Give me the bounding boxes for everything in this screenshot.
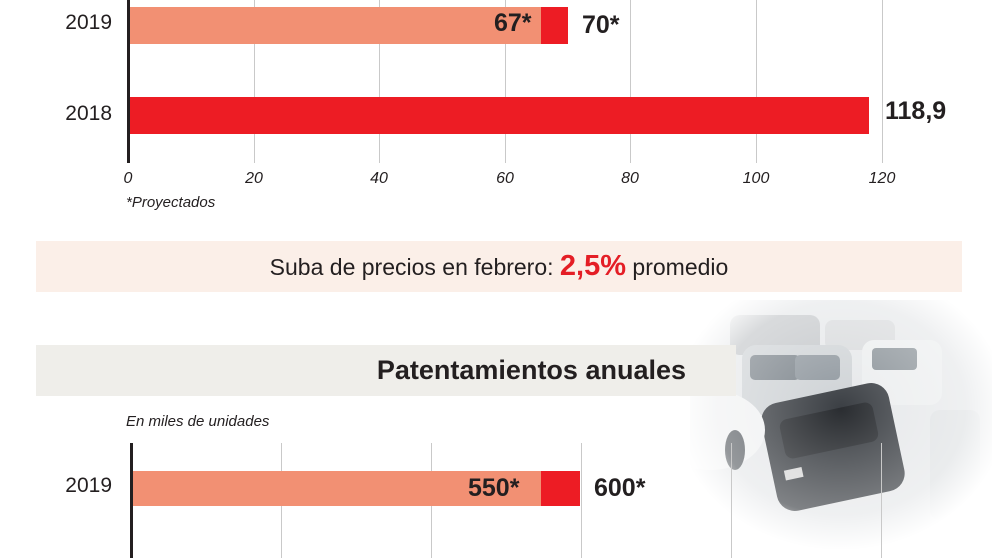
value-label-2019-total: 70* (582, 11, 620, 39)
x-tick-20: 20 (245, 170, 263, 187)
chart-title-patentamientos: Patentamientos anuales (376, 355, 686, 385)
gridline-4 (731, 443, 732, 558)
bar-2019-projected (130, 7, 541, 44)
chart-subtitle-units: En miles de unidades (126, 413, 270, 430)
gridline-3 (581, 443, 582, 558)
value-label-2019-projected: 67* (494, 9, 532, 37)
title-band (36, 345, 736, 396)
cars-parking-illustration (690, 300, 992, 558)
x-tick-40: 40 (370, 170, 388, 187)
x-tick-100: 100 (742, 170, 770, 187)
gridline-100 (756, 0, 757, 163)
gridline-40 (379, 0, 380, 163)
bar-2019-patentamientos-increment (541, 471, 580, 506)
bar-2018-total (130, 97, 869, 134)
banner-highlight-value: 2,5% (559, 250, 627, 282)
gridline-60 (505, 0, 506, 163)
price-increase-banner: Suba de precios en febrero: 2,5% promedi… (36, 241, 962, 292)
banner-prefix: Suba de precios en febrero: (269, 254, 560, 280)
x-tick-120: 120 (868, 170, 896, 187)
value-label-550: 550* (468, 474, 520, 502)
x-tick-0: 0 (123, 170, 133, 187)
footnote-proyectados: *Proyectados (126, 194, 216, 211)
cars-photo (690, 300, 992, 558)
value-label-600: 600* (594, 474, 646, 502)
x-tick-80: 80 (621, 170, 639, 187)
value-label-2018: 118,9 (885, 97, 947, 125)
bar-2019-total-increment (541, 7, 568, 44)
x-tick-60: 60 (496, 170, 514, 187)
banner-suffix: promedio (626, 254, 729, 280)
gridline-120 (882, 0, 883, 163)
gridline-5 (881, 443, 882, 558)
gridline-20 (254, 0, 255, 163)
year-label-2019: 2019 (65, 11, 112, 34)
year-label-2019-bottom: 2019 (65, 474, 112, 497)
y-axis-line-bottom (130, 443, 133, 558)
bar-2019-patentamientos-projected (133, 471, 541, 506)
y-axis-line (127, 0, 130, 163)
year-label-2018: 2018 (65, 102, 112, 125)
gridline-80 (630, 0, 631, 163)
